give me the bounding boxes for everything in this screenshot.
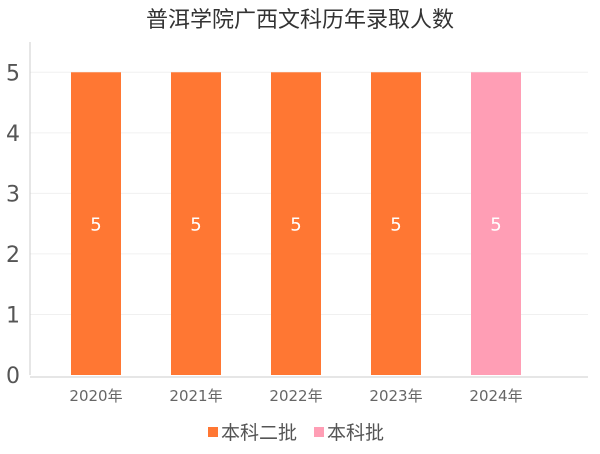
y-tick-label: 5 [6, 61, 20, 86]
legend[interactable]: 本科二批 本科批 [208, 422, 384, 444]
bar-data-label: 5 [190, 215, 201, 236]
y-tick-label: 0 [6, 364, 20, 389]
legend-item[interactable]: 本科批 [314, 422, 384, 444]
legend-swatch [314, 427, 324, 437]
bar[interactable] [171, 72, 221, 375]
bars: 5 5 5 5 5 [71, 72, 521, 375]
x-tick-label: 2024年 [469, 387, 522, 405]
bar-data-label: 5 [490, 215, 501, 236]
y-tick-label: 3 [6, 182, 20, 207]
y-tick-label: 4 [6, 122, 20, 147]
legend-label: 本科批 [327, 422, 384, 444]
x-tick-labels: 2020年 2021年 2022年 2023年 2024年 [69, 387, 522, 405]
bar[interactable] [471, 72, 521, 375]
legend-item[interactable]: 本科二批 [208, 422, 297, 444]
x-tick-label: 2022年 [269, 387, 322, 405]
bar[interactable] [271, 72, 321, 375]
bar-data-label: 5 [90, 215, 101, 236]
y-tick-labels: 0 1 2 3 4 5 [6, 61, 20, 389]
x-tick-label: 2021年 [169, 387, 222, 405]
bar[interactable] [371, 72, 421, 375]
x-tick-label: 2020年 [69, 387, 122, 405]
legend-label: 本科二批 [221, 422, 297, 444]
bar-data-label: 5 [390, 215, 401, 236]
axes [29, 42, 588, 378]
legend-swatch [208, 427, 218, 437]
chart-title: 普洱学院广西文科历年录取人数 [146, 8, 454, 33]
bar[interactable] [71, 72, 121, 375]
x-tick-label: 2023年 [369, 387, 422, 405]
y-tick-label: 2 [6, 243, 20, 268]
y-tick-label: 1 [6, 303, 20, 328]
bar-data-label: 5 [290, 215, 301, 236]
